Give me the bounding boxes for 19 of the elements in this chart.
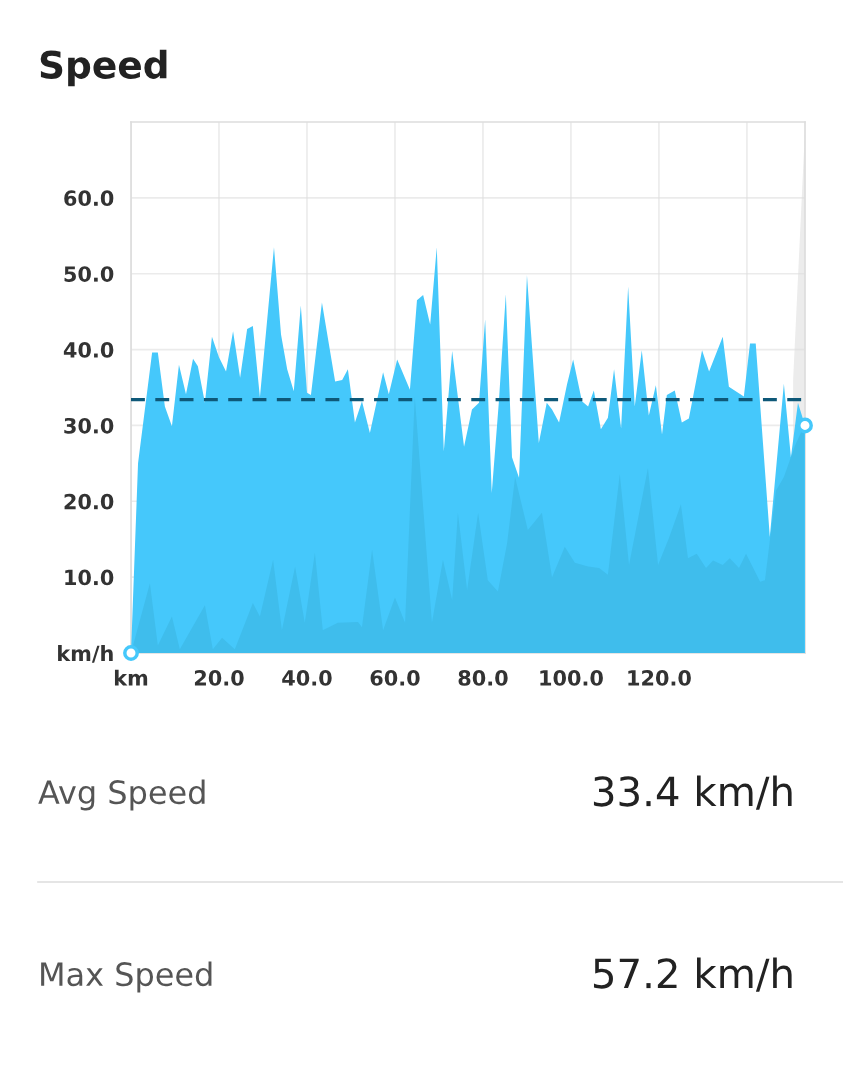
- y-tick-label: 40.0: [63, 342, 114, 358]
- text: Avg Speed: [38, 779, 205, 811]
- text: 57.2 km/h: [593, 957, 792, 992]
- text: 33.4 km/h: [593, 775, 792, 810]
- y-tick-label: 60.0: [64, 190, 114, 207]
- y-tick-label: km/h: [58, 645, 113, 663]
- chart-title: Speed: [40, 49, 167, 87]
- x-tick-label: 20.0: [194, 670, 244, 686]
- x-tick-label: km: [114, 669, 148, 686]
- x-tick-label: 100.0: [540, 670, 603, 686]
- text: Max Speed: [41, 961, 212, 993]
- x-tick-label: 120.0: [628, 670, 691, 686]
- y-tick-label: 20.0: [64, 493, 114, 510]
- y-tick-label: 30.0: [64, 417, 114, 434]
- x-tick-label: 60.0: [370, 670, 420, 686]
- x-tick-label: 80.0: [458, 670, 508, 686]
- x-tick-label: 40.0: [282, 670, 332, 686]
- y-tick-label: 10.0: [65, 569, 114, 586]
- y-tick-label: 50.0: [64, 266, 114, 282]
